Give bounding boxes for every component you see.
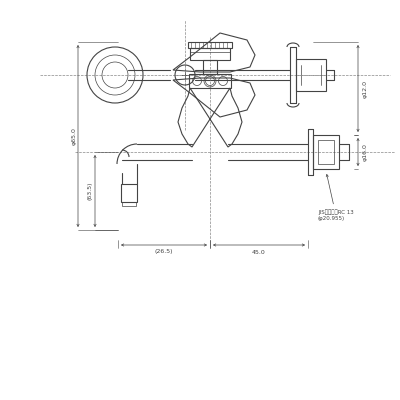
Bar <box>313 135 339 169</box>
Text: φ16.0: φ16.0 <box>363 143 368 161</box>
Bar <box>296 59 326 91</box>
Bar <box>121 184 137 202</box>
Bar <box>190 48 230 60</box>
Text: (26.5): (26.5) <box>155 250 173 254</box>
Bar <box>318 140 334 164</box>
Bar <box>122 202 136 206</box>
Text: φ65.0: φ65.0 <box>72 127 76 145</box>
Text: (63.5): (63.5) <box>88 182 92 200</box>
Bar <box>189 74 231 88</box>
Text: 45.0: 45.0 <box>252 250 266 254</box>
Text: φ12.0: φ12.0 <box>363 80 368 98</box>
Bar <box>203 60 217 74</box>
Bar <box>188 42 232 48</box>
Text: JIS管用ネジRC 13
(φ20.955): JIS管用ネジRC 13 (φ20.955) <box>318 174 354 221</box>
